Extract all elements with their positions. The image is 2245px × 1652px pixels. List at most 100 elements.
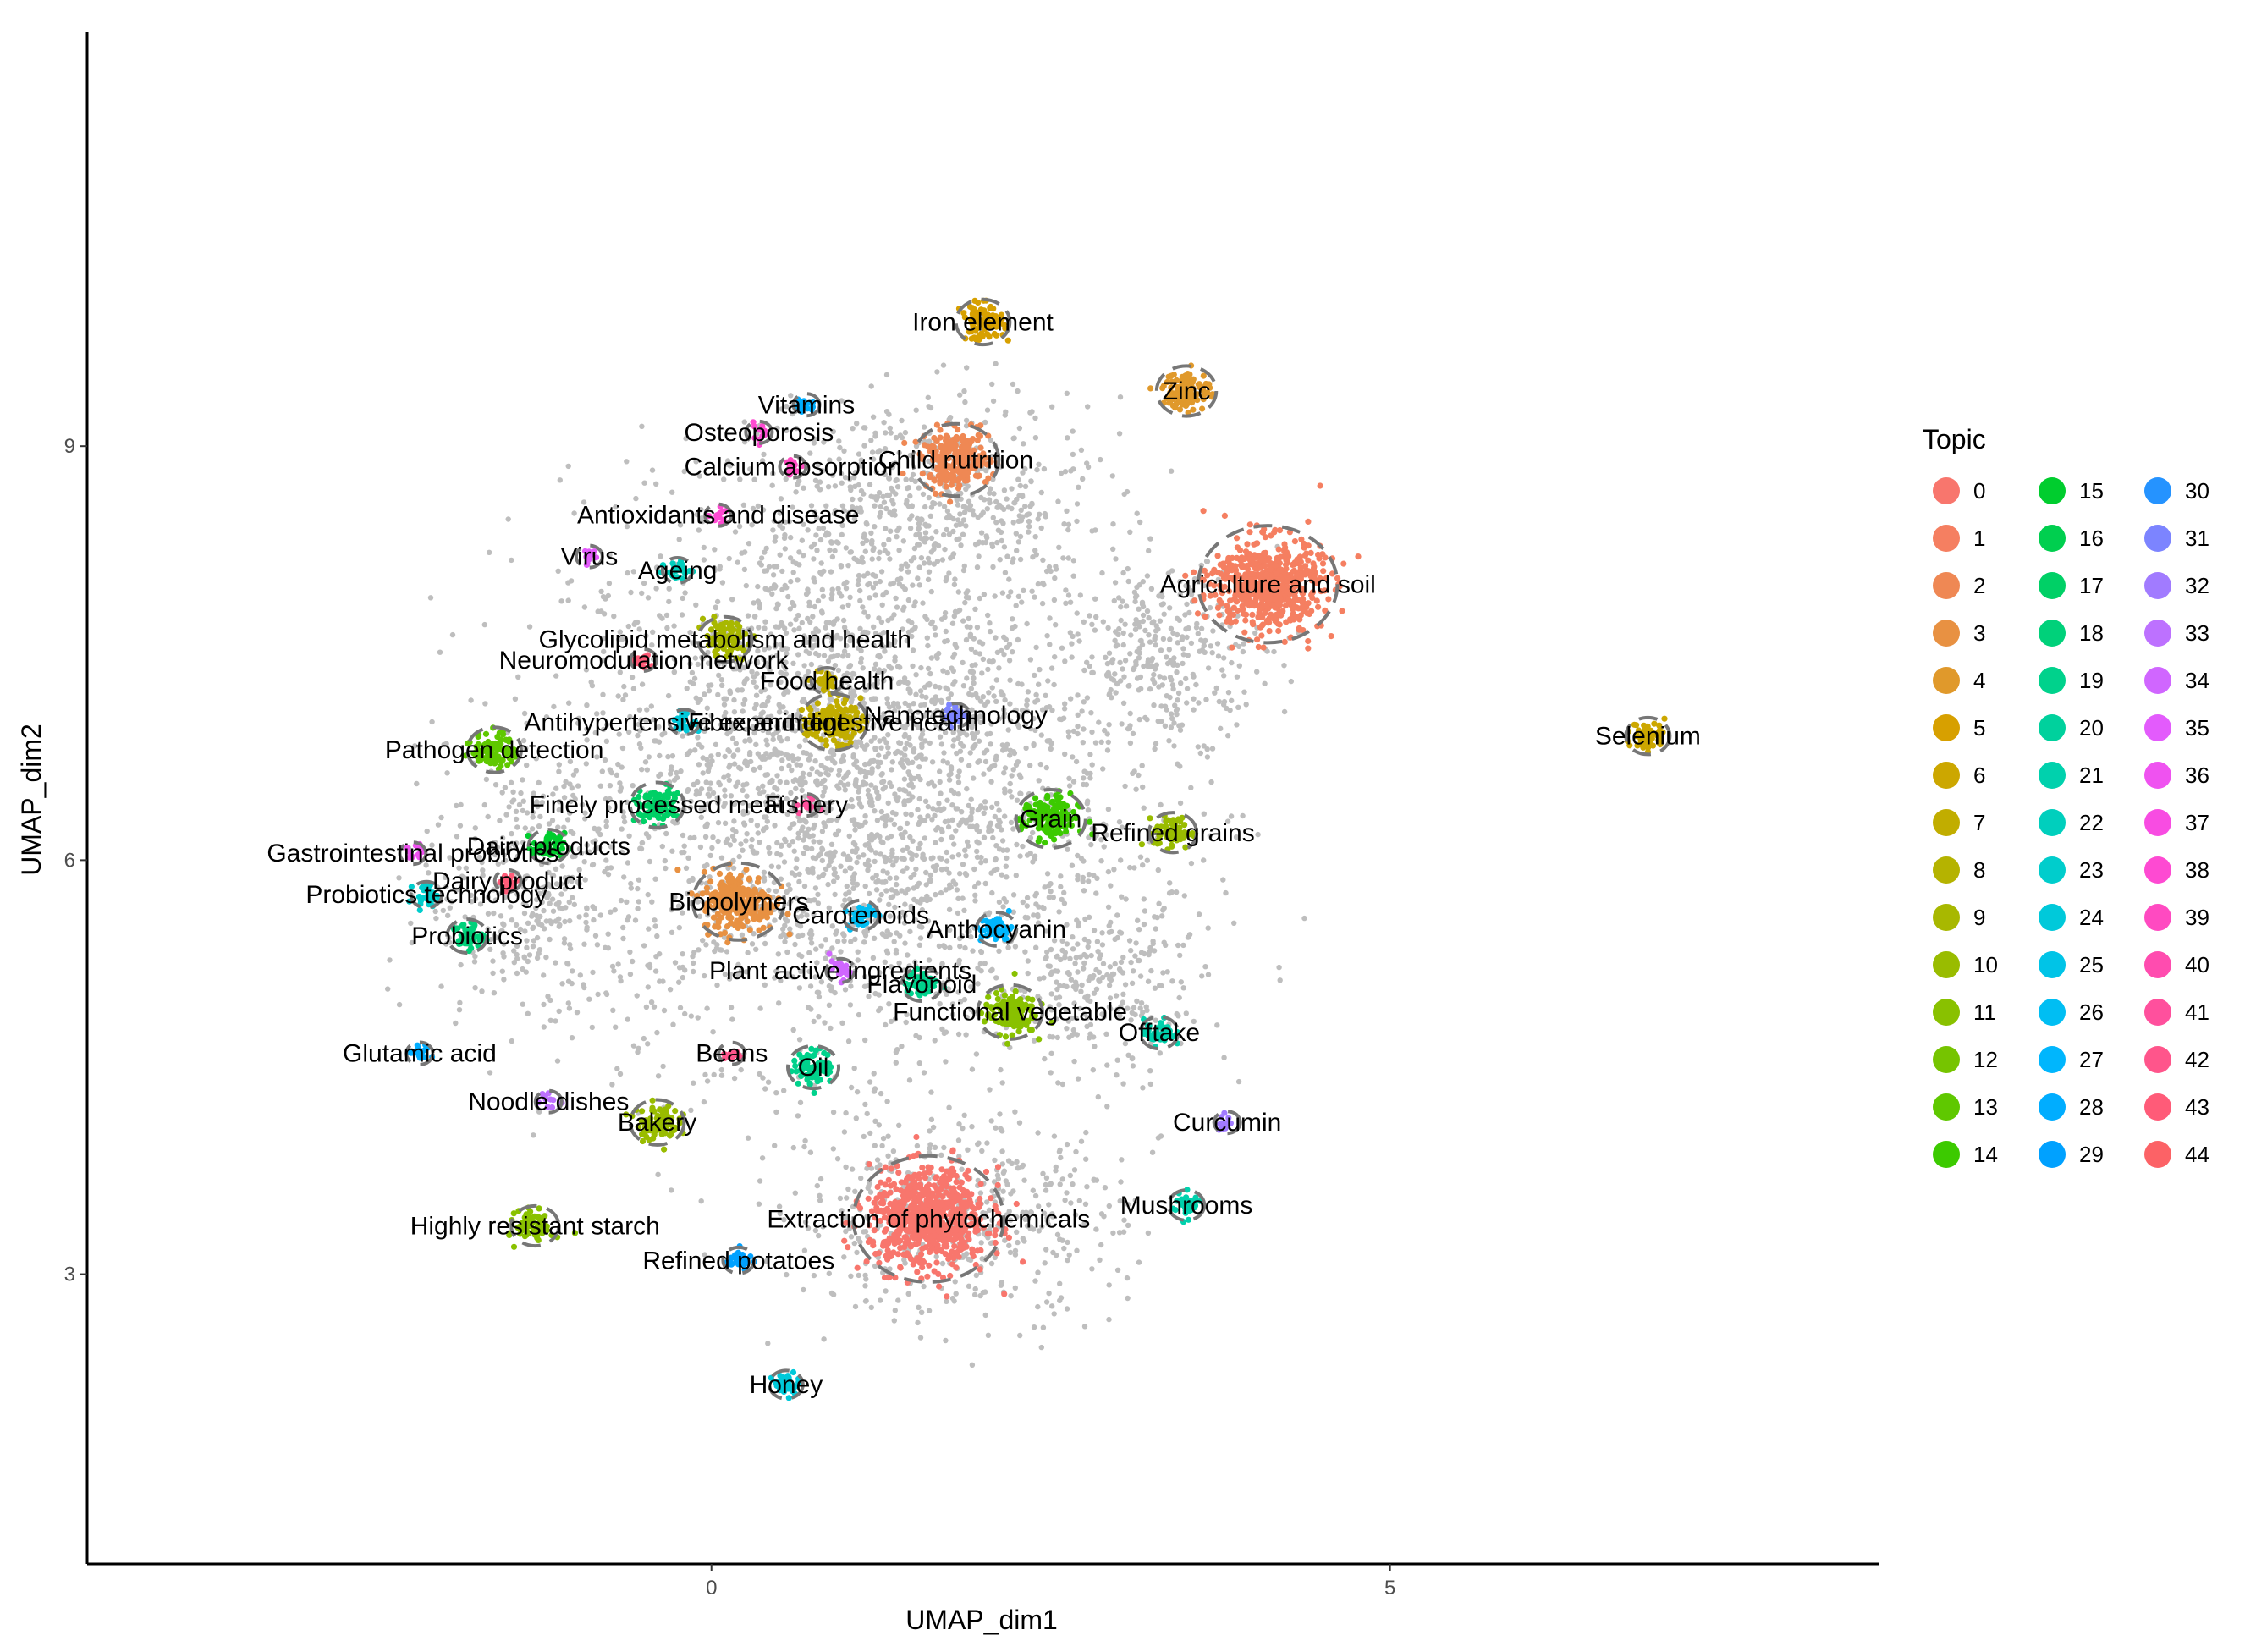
background-point (915, 526, 922, 532)
background-point (1016, 425, 1023, 432)
background-point (1301, 915, 1307, 922)
background-point (660, 978, 666, 984)
background-point (695, 1015, 701, 1021)
background-point (1049, 1303, 1055, 1309)
background-point (903, 500, 910, 507)
background-point (828, 749, 834, 755)
background-point (1169, 978, 1175, 984)
background-point (1043, 1247, 1049, 1253)
background-point (994, 801, 1000, 807)
background-point (887, 780, 893, 786)
background-point (852, 1303, 859, 1310)
background-point (1114, 1267, 1121, 1274)
background-point (1118, 678, 1124, 684)
background-point (749, 669, 755, 675)
background-point (1024, 895, 1031, 901)
background-point (775, 864, 782, 870)
background-point (735, 961, 741, 968)
background-point (492, 782, 499, 788)
background-point (1074, 610, 1080, 616)
background-point (990, 515, 997, 520)
background-point (1065, 592, 1072, 598)
background-point (724, 949, 730, 955)
background-point (1170, 686, 1176, 692)
background-point (1104, 660, 1111, 667)
background-point (949, 817, 955, 823)
background-point (925, 576, 932, 582)
background-point (989, 966, 995, 973)
background-point (764, 772, 771, 778)
background-point (554, 1058, 561, 1064)
background-point (801, 485, 806, 491)
background-point (891, 1318, 898, 1324)
background-point (907, 516, 913, 522)
background-point (893, 595, 899, 602)
background-point (1062, 955, 1068, 961)
background-point (978, 530, 985, 536)
background-point (994, 866, 1000, 873)
background-point (867, 845, 873, 851)
background-point (520, 798, 526, 804)
background-point (908, 906, 915, 911)
background-point (1027, 834, 1034, 841)
background-point (715, 662, 721, 668)
background-point (845, 563, 851, 569)
background-point (829, 945, 835, 951)
background-point (1180, 942, 1186, 949)
background-point (653, 586, 659, 592)
background-point (793, 489, 799, 495)
background-point (1059, 1237, 1065, 1243)
background-point (996, 899, 1003, 906)
background-point (992, 856, 999, 863)
background-point (1092, 627, 1098, 633)
background-point (426, 870, 432, 876)
background-point (772, 917, 778, 923)
background-point (549, 896, 556, 902)
background-point (710, 1029, 716, 1035)
background-point (848, 1273, 854, 1280)
background-point (796, 562, 802, 568)
background-point (1070, 728, 1077, 735)
background-point (1113, 556, 1119, 562)
background-point (1254, 669, 1260, 675)
background-point (924, 635, 931, 641)
background-point (1090, 669, 1097, 676)
background-point (722, 787, 728, 793)
background-point (770, 572, 777, 578)
background-point (950, 743, 956, 749)
background-point (522, 825, 528, 831)
background-point (993, 753, 999, 759)
background-point (665, 692, 672, 699)
background-point (1213, 685, 1219, 691)
background-point (1105, 904, 1112, 911)
background-point (1109, 659, 1115, 666)
background-point (1053, 1164, 1059, 1170)
background-point (1201, 811, 1208, 817)
background-point (1064, 390, 1070, 396)
background-point (972, 892, 978, 899)
background-point (1065, 846, 1070, 852)
background-point (1040, 1170, 1046, 1177)
background-point (795, 835, 801, 841)
background-point (947, 882, 953, 888)
background-point (641, 1035, 647, 1042)
background-point (994, 539, 1000, 546)
background-point (501, 954, 507, 960)
background-point (605, 945, 611, 951)
background-point (1075, 876, 1081, 883)
background-point (934, 369, 940, 375)
background-point (922, 521, 928, 527)
background-point (779, 586, 785, 592)
background-point (910, 582, 916, 588)
background-point (730, 865, 737, 871)
background-point (796, 743, 803, 749)
background-point (868, 738, 874, 744)
background-point (886, 1001, 892, 1007)
background-point (438, 983, 444, 989)
background-point (1027, 850, 1033, 856)
background-point (882, 823, 889, 829)
background-point (1112, 671, 1118, 677)
background-point (704, 1078, 711, 1084)
background-point (1001, 544, 1008, 550)
background-point (1113, 643, 1120, 649)
